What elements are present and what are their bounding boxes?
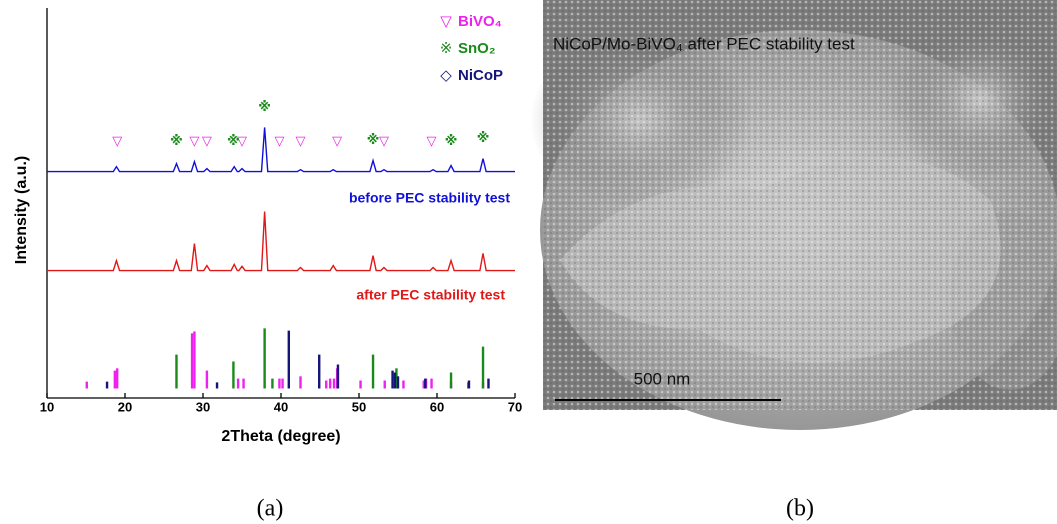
panel-label: (b) [786, 496, 814, 522]
reference-stick [105, 381, 109, 389]
image-caption: NiCoP/Mo-BiVO₄ after PEC stability test [553, 34, 855, 53]
trace-line [47, 127, 515, 173]
peak-mark: ▽ [189, 133, 199, 148]
reference-stick [113, 370, 117, 389]
reference-stick [205, 370, 209, 389]
legend-label: SnO₂ [458, 40, 496, 57]
reference-stick [481, 346, 485, 389]
reference-stick [193, 331, 196, 389]
peak-mark: ▽ [427, 133, 437, 148]
x-tick-label: 30 [196, 399, 210, 414]
reference-stick [393, 372, 397, 389]
reference-stick [263, 328, 266, 389]
reference-stick [383, 380, 386, 389]
legend-symbol: ◇ [440, 67, 452, 84]
sem-image: NiCoP/Mo-BiVO₄ after PEC stability test … [530, 0, 1057, 430]
panel-label: (a) [257, 496, 284, 522]
reference-stick [391, 370, 394, 389]
peak-mark: ※ [477, 130, 490, 145]
peak-mark: ▽ [274, 133, 284, 148]
peak-mark: ▽ [296, 133, 306, 148]
image-grain [543, 0, 1057, 410]
trace-label: before PEC stability test [349, 190, 510, 206]
reference-stick [328, 378, 332, 389]
reference-stick [299, 376, 302, 389]
legend-symbol: ▽ [440, 13, 452, 30]
reference-stick [116, 368, 119, 389]
legend-label: BiVO₄ [458, 13, 502, 30]
legend-label: NiCoP [458, 67, 503, 84]
reference-stick [325, 380, 328, 389]
reference-stick [487, 378, 490, 389]
reference-stick [236, 378, 240, 389]
reference-stick [85, 381, 88, 389]
reference-stick [395, 368, 398, 389]
reference-stick [359, 380, 362, 389]
reference-stick [422, 380, 425, 389]
reference-stick [175, 354, 178, 389]
reference-stick [278, 378, 281, 389]
reference-stick [371, 354, 375, 389]
x-axis-label: 2Theta (degree) [221, 428, 340, 445]
x-tick-label: 40 [274, 399, 288, 414]
reference-stick [190, 333, 194, 389]
peak-mark: ▽ [237, 133, 247, 148]
reference-stick [271, 378, 274, 389]
x-tick-label: 10 [40, 399, 54, 414]
x-tick-label: 70 [508, 399, 522, 414]
peak-mark: ※ [367, 132, 380, 147]
reference-stick [424, 378, 427, 389]
reference-stick [402, 380, 405, 389]
reference-stick [215, 382, 219, 389]
trace-line [47, 211, 515, 272]
peak-mark: ※ [445, 133, 458, 148]
reference-stick [467, 380, 471, 389]
x-tick-label: 20 [118, 399, 132, 414]
x-tick-label: 50 [352, 399, 366, 414]
peak-mark: ※ [170, 133, 183, 148]
legend-symbol: ※ [440, 40, 453, 57]
reference-stick [281, 378, 284, 389]
reference-stick [332, 378, 336, 389]
scale-bar-label: 500 nm [634, 369, 691, 388]
peak-mark: ▽ [379, 133, 389, 148]
reference-stick [318, 354, 321, 389]
peak-mark: ▽ [332, 133, 342, 148]
reference-stick [430, 378, 433, 389]
reference-stick [449, 372, 453, 389]
peak-mark: ※ [258, 99, 271, 114]
peak-mark: ※ [227, 133, 240, 148]
reference-stick [242, 378, 245, 389]
reference-stick [336, 364, 340, 389]
x-tick-label: 60 [430, 399, 444, 414]
reference-stick [287, 330, 290, 389]
trace-label: after PEC stability test [356, 287, 505, 303]
y-axis-label: Intensity (a.u.) [13, 156, 30, 264]
reference-stick [232, 361, 235, 389]
peak-mark: ▽ [202, 133, 212, 148]
peak-mark: ▽ [112, 133, 122, 148]
reference-stick [396, 376, 400, 389]
